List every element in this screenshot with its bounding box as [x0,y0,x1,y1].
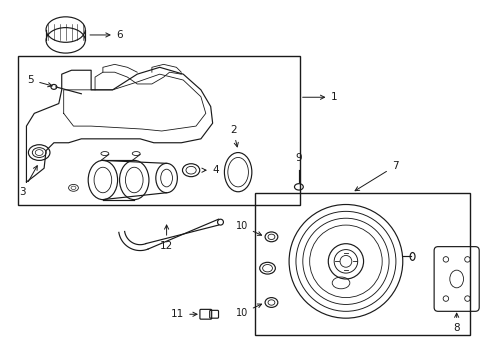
Text: 9: 9 [295,153,302,163]
Text: 7: 7 [354,161,397,191]
Text: 12: 12 [160,225,173,251]
Text: 2: 2 [229,125,238,147]
Text: 11: 11 [171,309,197,319]
Text: 6: 6 [90,30,123,40]
Bar [254,193,469,335]
Text: 5: 5 [28,75,52,87]
Bar [18,55,299,204]
Text: 3: 3 [19,166,37,197]
Text: 10: 10 [235,221,261,235]
Text: 1: 1 [302,92,337,102]
Text: 4: 4 [202,165,219,175]
Text: 10: 10 [235,304,261,318]
Text: 8: 8 [452,313,459,333]
